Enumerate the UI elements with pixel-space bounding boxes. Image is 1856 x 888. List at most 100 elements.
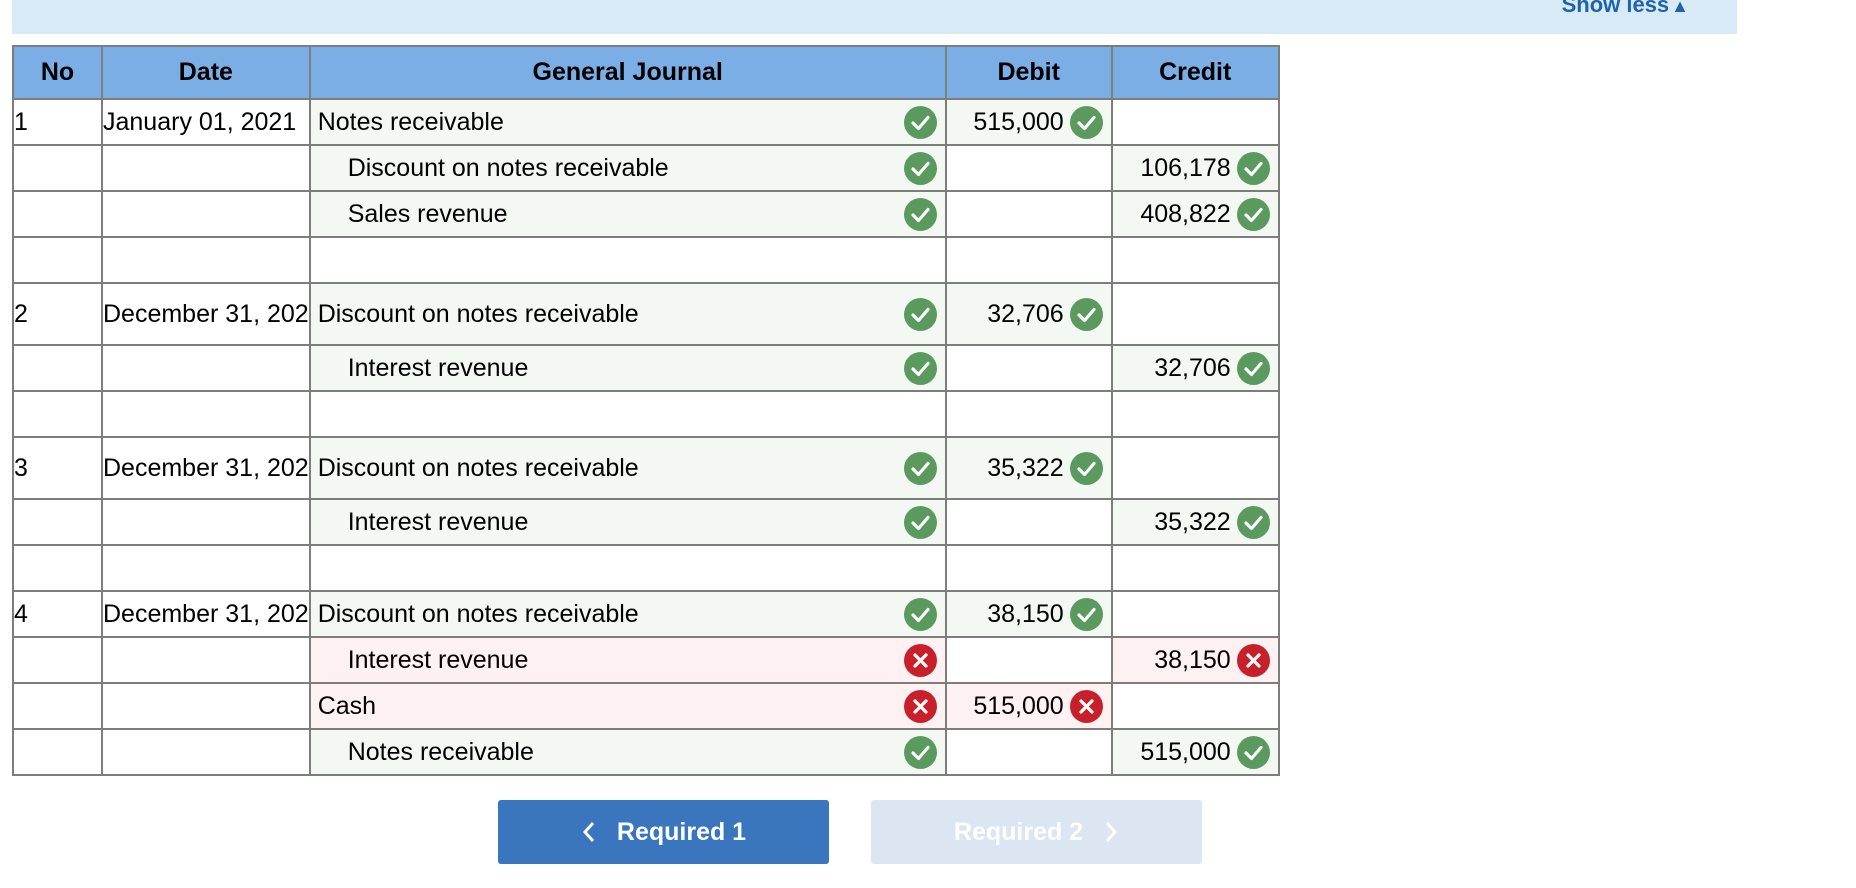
debit-cell[interactable] [944,344,1113,392]
entry-date[interactable]: December 31, 202 [103,299,309,328]
account-name[interactable]: Sales revenue [347,199,508,228]
credit-field[interactable]: 35,322 [1114,505,1277,539]
credit-amount[interactable]: 408,822 [1140,199,1231,228]
debit-cell[interactable] [944,144,1113,192]
date-cell[interactable] [101,728,311,776]
date-cell[interactable] [101,390,311,438]
credit-cell[interactable]: 515,000 [1110,728,1280,776]
debit-cell[interactable] [944,190,1113,238]
debit-cell[interactable]: 32,706 [944,282,1113,346]
account-cell[interactable]: Discount on notes receivable [308,144,947,192]
account-cell[interactable]: Discount on notes receivable [308,282,947,346]
account-name[interactable]: Cash [317,691,377,720]
credit-cell[interactable] [1110,436,1280,500]
account-name[interactable]: Discount on notes receivable [347,153,669,182]
debit-cell[interactable] [944,498,1113,546]
date-cell[interactable] [101,144,311,192]
debit-cell[interactable] [944,236,1113,284]
show-less-link[interactable]: Show less ▲ [1562,0,1689,18]
account-field[interactable]: Interest revenue [312,351,944,385]
credit-cell[interactable] [1110,590,1280,638]
account-cell[interactable]: Interest revenue [308,636,947,684]
debit-field[interactable]: 515,000 [948,105,1110,139]
credit-cell[interactable] [1110,544,1280,592]
account-field[interactable]: Notes receivable [312,735,944,769]
show-less-label[interactable]: Show less [1561,0,1670,17]
account-cell[interactable]: Sales revenue [308,190,947,238]
debit-field[interactable]: 515,000 [948,689,1110,723]
date-cell[interactable] [101,682,311,730]
account-cell[interactable]: Discount on notes receivable [308,590,947,638]
credit-amount[interactable]: 35,322 [1154,507,1231,536]
triangle-up-icon[interactable]: ▲ [1671,0,1689,16]
debit-field[interactable]: 32,706 [948,297,1110,331]
debit-amount[interactable]: 32,706 [987,299,1064,328]
credit-field[interactable]: 32,706 [1114,351,1277,385]
credit-field[interactable]: 38,150 [1114,643,1277,677]
account-field[interactable]: Notes receivable [312,105,944,139]
credit-cell[interactable]: 38,150 [1110,636,1280,684]
date-cell[interactable] [101,236,311,284]
debit-cell[interactable] [944,728,1113,776]
credit-cell[interactable]: 32,706 [1110,344,1280,392]
account-field[interactable]: Cash [312,689,944,723]
required-1-button[interactable]: Required 1 [498,800,829,864]
date-cell[interactable] [101,636,311,684]
account-name[interactable]: Interest revenue [347,507,529,536]
entry-date[interactable]: December 31, 202 [103,453,309,482]
credit-cell[interactable] [1110,236,1280,284]
date-cell[interactable]: January 01, 2021 [101,98,311,146]
credit-amount[interactable]: 106,178 [1140,153,1231,182]
account-cell[interactable]: Notes receivable [308,728,947,776]
credit-cell[interactable] [1110,682,1280,730]
debit-cell[interactable] [944,390,1113,438]
credit-cell[interactable] [1110,390,1280,438]
debit-cell[interactable]: 35,322 [944,436,1113,500]
account-name[interactable]: Interest revenue [347,353,529,382]
credit-cell[interactable]: 35,322 [1110,498,1280,546]
date-cell[interactable] [101,544,311,592]
entry-date[interactable]: December 31, 202 [103,599,309,628]
account-name[interactable]: Discount on notes receivable [317,299,639,328]
account-name[interactable]: Discount on notes receivable [317,599,639,628]
account-cell[interactable]: Notes receivable [308,98,947,146]
entry-date[interactable]: January 01, 2021 [103,107,297,136]
debit-cell[interactable] [944,636,1113,684]
debit-amount[interactable]: 515,000 [973,691,1064,720]
debit-cell[interactable]: 515,000 [944,682,1113,730]
debit-field[interactable]: 38,150 [948,597,1110,631]
account-cell[interactable] [308,236,947,284]
credit-amount[interactable]: 32,706 [1154,353,1231,382]
debit-cell[interactable] [944,544,1113,592]
account-field[interactable]: Discount on notes receivable [312,151,944,185]
account-field[interactable]: Discount on notes receivable [312,297,944,331]
credit-amount[interactable]: 515,000 [1140,737,1231,766]
account-name[interactable]: Discount on notes receivable [317,453,639,482]
date-cell[interactable] [101,190,311,238]
account-cell[interactable]: Interest revenue [308,498,947,546]
account-field[interactable]: Interest revenue [312,505,944,539]
account-cell[interactable]: Interest revenue [308,344,947,392]
required-2-button[interactable]: Required 2 [871,800,1202,864]
account-name[interactable]: Interest revenue [347,645,529,674]
credit-field[interactable]: 515,000 [1114,735,1277,769]
debit-cell[interactable]: 38,150 [944,590,1113,638]
debit-amount[interactable]: 35,322 [987,453,1064,482]
date-cell[interactable] [101,498,311,546]
credit-field[interactable]: 106,178 [1114,151,1277,185]
credit-cell[interactable]: 408,822 [1110,190,1280,238]
account-field[interactable]: Discount on notes receivable [312,597,944,631]
account-cell[interactable] [308,544,947,592]
credit-amount[interactable]: 38,150 [1154,645,1231,674]
account-name[interactable]: Notes receivable [347,737,534,766]
credit-cell[interactable] [1110,98,1280,146]
account-field[interactable]: Discount on notes receivable [312,451,944,485]
account-field[interactable]: Interest revenue [312,643,944,677]
account-field[interactable]: Sales revenue [312,197,944,231]
date-cell[interactable]: December 31, 202 [101,436,311,500]
debit-cell[interactable]: 515,000 [944,98,1113,146]
credit-cell[interactable]: 106,178 [1110,144,1280,192]
date-cell[interactable]: December 31, 202 [101,282,311,346]
debit-amount[interactable]: 515,000 [973,107,1064,136]
credit-cell[interactable] [1110,282,1280,346]
